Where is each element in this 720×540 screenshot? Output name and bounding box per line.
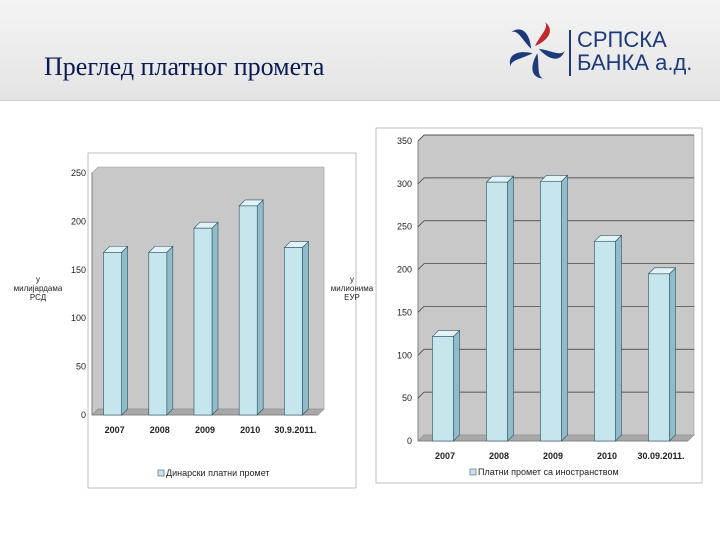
gridline-side bbox=[417, 134, 425, 142]
y-tick-label: 200 bbox=[71, 216, 86, 226]
x-tick-label: 2009 bbox=[543, 451, 563, 461]
bar bbox=[193, 221, 219, 416]
y-tick-label: 0 bbox=[407, 436, 412, 446]
x-tick-label: 2010 bbox=[597, 451, 617, 461]
logo-line-2: БАНКА а.д. bbox=[577, 50, 693, 75]
x-tick-label: 2008 bbox=[150, 425, 170, 435]
legend-label: Динарски платни промет bbox=[166, 468, 270, 478]
legend-swatch bbox=[157, 469, 165, 477]
logo-separator bbox=[569, 30, 571, 76]
x-tick-label: 2007 bbox=[435, 451, 455, 461]
bar bbox=[485, 175, 515, 442]
bar-face bbox=[238, 205, 258, 416]
bar bbox=[431, 329, 461, 442]
bar-side bbox=[615, 234, 622, 442]
chart-0-body: 0 50 100 150 200 250 2007 2008 2009 2010 30.9.2011… bbox=[14, 166, 325, 478]
gridline-side bbox=[417, 349, 425, 356]
y-axis-label: милијардама bbox=[14, 284, 63, 293]
y-axis-label: милионима bbox=[331, 284, 374, 293]
x-tick-label: 2009 bbox=[195, 425, 215, 435]
bar-face bbox=[148, 252, 168, 416]
chart-1-body: 0 50 100 150 200 250 300 350 2007 2008 2009 2010 30.… bbox=[331, 134, 695, 477]
logo-wordmark: СРПСКА БАНКА а.д. bbox=[577, 28, 692, 74]
x-tick-label: 2008 bbox=[489, 451, 509, 461]
legend: Платни промет са иностранством bbox=[469, 467, 619, 477]
gridline-side bbox=[417, 391, 425, 399]
legend-swatch bbox=[469, 468, 477, 476]
gridline-side bbox=[417, 220, 425, 227]
x-tick-label: 30.9.2011. bbox=[274, 425, 316, 435]
bar-face bbox=[432, 336, 454, 442]
y-tick-label: 0 bbox=[81, 410, 86, 420]
bar bbox=[238, 199, 264, 416]
y-tick-label: 50 bbox=[76, 362, 86, 372]
chart-dinar-payments: 0 50 100 150 200 250 2007 2008 2009 2010 30.9.2011… bbox=[14, 152, 357, 489]
y-tick-label: 350 bbox=[397, 136, 412, 146]
bar-face bbox=[540, 180, 562, 442]
slide-header: Преглед платног промета СРПСКА БАНКА а.д… bbox=[0, 0, 720, 101]
legend: Динарски платни промет bbox=[157, 468, 270, 478]
x-tick-label: 2007 bbox=[105, 425, 125, 435]
y-axis-label: у bbox=[36, 275, 40, 284]
bar-side bbox=[561, 174, 568, 442]
bank-logo-icon bbox=[509, 22, 565, 79]
y-tick-label: 150 bbox=[71, 265, 86, 275]
y-axis-label: ЕУР bbox=[344, 293, 360, 302]
y-axis-label: у bbox=[350, 275, 354, 284]
y-axis-label: РСД bbox=[30, 293, 47, 302]
bar bbox=[647, 267, 677, 442]
y-tick-label: 300 bbox=[397, 179, 412, 189]
bar-face bbox=[193, 227, 213, 416]
y-tick-label: 50 bbox=[402, 393, 412, 403]
y-tick-label: 100 bbox=[71, 313, 86, 323]
gridline-side bbox=[417, 177, 425, 185]
y-tick-label: 100 bbox=[397, 350, 412, 360]
y-tick-label: 250 bbox=[71, 168, 86, 178]
y-tick-label: 200 bbox=[397, 265, 412, 275]
bar-side bbox=[669, 267, 676, 442]
bar-face bbox=[284, 247, 303, 416]
x-tick-label: 30.09.2011. bbox=[637, 451, 684, 461]
bank-logo: СРПСКА БАНКА а.д. bbox=[505, 20, 710, 80]
bar bbox=[593, 234, 623, 442]
bar-face bbox=[594, 240, 616, 442]
gridline-side bbox=[417, 306, 425, 313]
bar-face bbox=[486, 181, 508, 442]
page-title: Преглед платног промета bbox=[44, 52, 325, 81]
bar-side bbox=[453, 329, 460, 442]
bar-side bbox=[507, 175, 514, 442]
gridline-side bbox=[417, 263, 425, 270]
legend-label: Платни промет са иностранством bbox=[478, 467, 619, 477]
y-tick-label: 250 bbox=[397, 222, 412, 232]
bar-face bbox=[103, 252, 122, 416]
bar-face bbox=[648, 273, 670, 442]
logo-line-1: СРПСКА bbox=[577, 27, 667, 52]
bar bbox=[102, 245, 129, 416]
bar bbox=[283, 240, 310, 416]
bar bbox=[148, 245, 174, 416]
y-tick-label: 150 bbox=[397, 307, 412, 317]
bar bbox=[539, 174, 569, 442]
x-tick-label: 2010 bbox=[240, 425, 260, 435]
